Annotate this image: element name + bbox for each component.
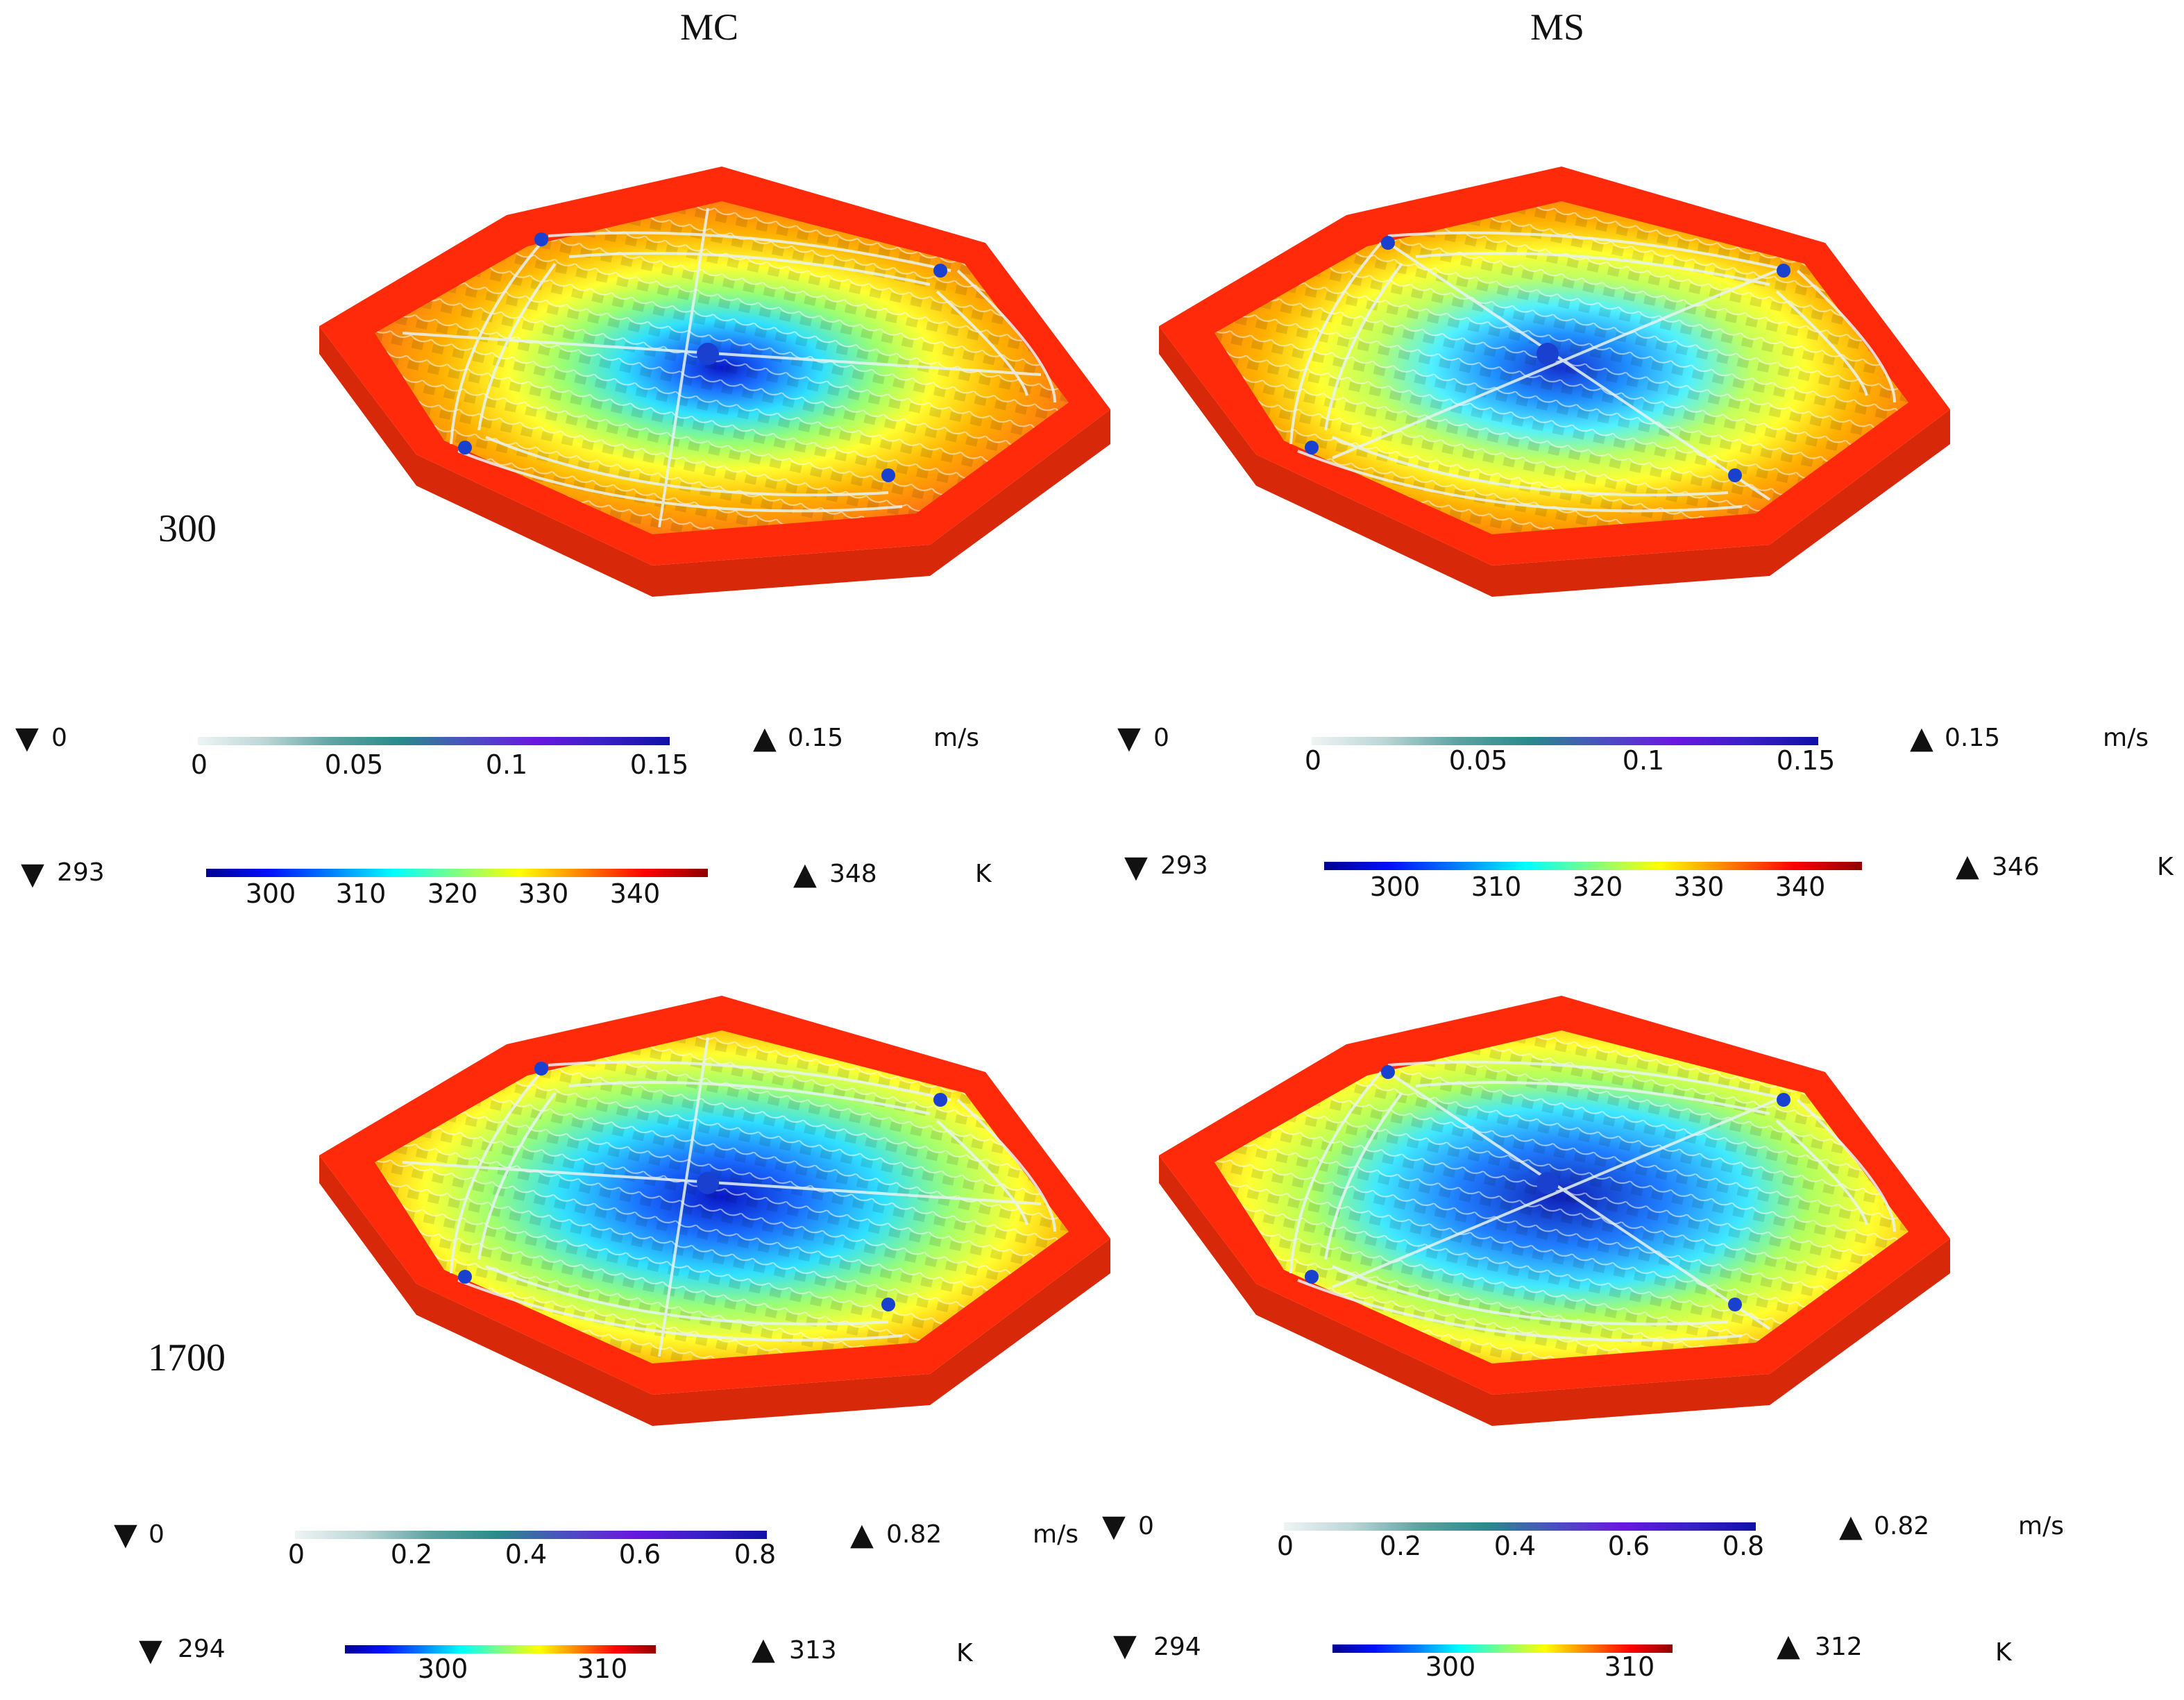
vel-unit: m/s <box>933 724 979 752</box>
max-marker-icon: ▲ <box>1910 720 1933 756</box>
vel-unit: m/s <box>2018 1512 2064 1540</box>
vel-unit: m/s <box>2103 724 2149 752</box>
temperature-colorbar <box>206 869 708 877</box>
legend-temperature-ms-300: ▼ 293 300 310 320 330 340 ▲ 346 K <box>1103 847 2184 903</box>
min-marker-icon: ▼ <box>21 856 44 892</box>
max-marker-icon: ▲ <box>753 720 777 756</box>
temp-tick: 320 <box>427 878 478 909</box>
plate-image-ms-300 <box>1159 167 1964 597</box>
vel-tick: 0.6 <box>1607 1531 1650 1561</box>
temp-min-value: 293 <box>1160 851 1208 880</box>
legend-velocity-ms-1700: ▼ 0 0 0.2 0.4 0.6 0.8 ▲ 0.82 m/s <box>1090 1504 2184 1562</box>
temp-tick: 310 <box>1471 872 1522 902</box>
temp-max-value: 312 <box>1815 1633 1863 1661</box>
temp-tick: 340 <box>1775 872 1826 902</box>
velocity-colorbar <box>1284 1522 1756 1531</box>
vel-tick: 0 <box>1304 745 1322 776</box>
vel-max-value: 0.15 <box>788 724 844 752</box>
vel-min-value: 0 <box>1138 1512 1154 1540</box>
temp-tick: 310 <box>577 1654 628 1684</box>
min-marker-icon: ▼ <box>139 1633 162 1668</box>
vel-tick: 0.2 <box>1379 1531 1422 1561</box>
max-marker-icon: ▲ <box>1777 1628 1800 1663</box>
legend-temperature-ms-1700: ▼ 294 300 310 ▲ 312 K <box>1090 1624 2184 1686</box>
max-marker-icon: ▲ <box>850 1517 874 1552</box>
temp-tick: 310 <box>335 878 387 909</box>
vel-min-value: 0 <box>51 724 67 752</box>
velocity-colorbar <box>295 1531 767 1539</box>
vel-tick: 0 <box>190 749 208 780</box>
column-title-mc: MC <box>680 6 739 48</box>
temp-unit: K <box>975 860 992 888</box>
temp-unit: K <box>1995 1638 2012 1667</box>
vel-tick: 0.8 <box>1722 1531 1765 1561</box>
min-marker-icon: ▼ <box>1102 1508 1126 1544</box>
temp-min-value: 293 <box>57 858 105 887</box>
temp-tick: 340 <box>609 878 661 909</box>
vel-tick: 0.2 <box>390 1539 433 1570</box>
velocity-colorbar <box>198 737 670 745</box>
temp-tick: 300 <box>1425 1651 1476 1682</box>
plate-image-mc-300 <box>319 167 1124 597</box>
temp-unit: K <box>956 1639 973 1667</box>
temp-tick: 320 <box>1572 872 1623 902</box>
temp-max-value: 348 <box>829 860 877 888</box>
vel-tick: 0.4 <box>1493 1531 1537 1561</box>
legend-velocity-mc-1700: ▼ 0 0 0.2 0.4 0.6 0.8 ▲ 0.82 m/s <box>0 1513 1090 1570</box>
velocity-colorbar <box>1312 737 1818 745</box>
temp-min-value: 294 <box>178 1635 226 1663</box>
temp-max-value: 346 <box>1992 853 2040 881</box>
min-marker-icon: ▼ <box>114 1517 137 1552</box>
max-marker-icon: ▲ <box>752 1631 775 1667</box>
temp-max-value: 313 <box>789 1636 837 1665</box>
vel-min-value: 0 <box>149 1520 164 1549</box>
temp-min-value: 294 <box>1153 1633 1201 1661</box>
max-marker-icon: ▲ <box>793 856 817 892</box>
temperature-colorbar <box>345 1645 656 1654</box>
vel-min-value: 0 <box>1153 724 1169 752</box>
row-label-300: 300 <box>158 507 217 550</box>
vel-tick: 0.1 <box>485 749 528 780</box>
temperature-colorbar <box>1324 862 1862 870</box>
temp-tick: 330 <box>518 878 569 909</box>
legend-velocity-mc-300: ▼ 0 0 0.05 0.1 0.15 ▲ 0.15 m/s <box>0 715 1090 784</box>
vel-max-value: 0.82 <box>886 1520 942 1549</box>
temp-tick: 300 <box>1369 872 1421 902</box>
vel-tick: 0.15 <box>1776 745 1836 776</box>
legend-temperature-mc-1700: ▼ 294 300 310 ▲ 313 K <box>0 1627 1090 1690</box>
vel-unit: m/s <box>1033 1520 1078 1549</box>
vel-tick: 0.05 <box>1448 745 1508 776</box>
vel-tick: 0.6 <box>618 1539 661 1570</box>
temp-tick: 310 <box>1604 1651 1655 1682</box>
plate-image-ms-1700 <box>1159 996 1964 1426</box>
min-marker-icon: ▼ <box>1124 849 1148 885</box>
vel-max-value: 0.82 <box>1874 1512 1930 1540</box>
vel-tick: 0 <box>1276 1531 1294 1561</box>
temperature-colorbar <box>1332 1644 1673 1653</box>
vel-tick: 0.15 <box>629 749 689 780</box>
plate-image-mc-1700 <box>319 996 1124 1426</box>
vel-tick: 0.05 <box>324 749 384 780</box>
max-marker-icon: ▲ <box>1839 1508 1863 1544</box>
vel-tick: 0 <box>287 1539 305 1570</box>
vel-tick: 0.1 <box>1622 745 1665 776</box>
temp-unit: K <box>2157 853 2174 881</box>
vel-max-value: 0.15 <box>1945 724 2001 752</box>
vel-tick: 0.4 <box>505 1539 548 1570</box>
temp-tick: 330 <box>1673 872 1725 902</box>
vel-tick: 0.8 <box>734 1539 777 1570</box>
max-marker-icon: ▲ <box>1956 848 1979 883</box>
temp-tick: 300 <box>245 878 296 909</box>
row-label-1700: 1700 <box>148 1336 226 1379</box>
legend-temperature-mc-300: ▼ 293 300 310 320 330 340 ▲ 348 K <box>0 853 1090 910</box>
temp-tick: 300 <box>417 1654 468 1684</box>
column-title-ms: MS <box>1530 6 1585 48</box>
min-marker-icon: ▼ <box>1113 1628 1137 1663</box>
min-marker-icon: ▼ <box>1117 720 1141 756</box>
legend-velocity-ms-300: ▼ 0 0 0.05 0.1 0.15 ▲ 0.15 m/s <box>1103 715 2184 784</box>
min-marker-icon: ▼ <box>15 720 39 756</box>
